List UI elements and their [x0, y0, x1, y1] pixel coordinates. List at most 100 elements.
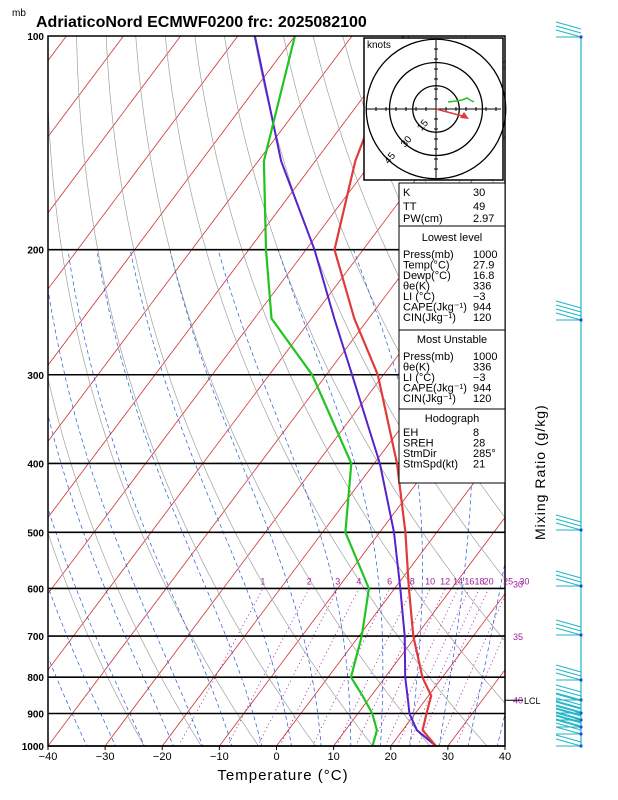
hodograph-stats-heading: Hodograph: [425, 413, 479, 425]
moist-adiabat-line: [467, 560, 505, 746]
mixing-ratio-label: 14: [453, 576, 463, 586]
moist-adiabat-line: [96, 249, 263, 746]
lowest-level-label: Temp(°C): [403, 260, 450, 272]
most-unstable-heading: Most Unstable: [417, 334, 487, 346]
moist-adiabat-line: [48, 287, 204, 746]
isotherms: [48, 36, 505, 746]
lowest-level-value: 944: [473, 302, 491, 314]
most-unstable-value: −3: [473, 372, 486, 384]
pw-label: PW(cm): [403, 213, 443, 225]
wind-barb: [555, 718, 582, 727]
moist-adiabat-line: [217, 249, 352, 746]
lcl-label: LCL: [524, 696, 541, 706]
pressure-tick-label: 400: [27, 459, 44, 470]
wind-barb: [555, 738, 582, 747]
wind-barb: [555, 308, 582, 317]
wind-barb: [555, 25, 582, 34]
wind-barb: [555, 304, 582, 313]
mixing-ratio-label: 18: [474, 576, 484, 586]
lowest-level-value: −3: [473, 291, 486, 303]
wind-level-dot: [579, 678, 583, 682]
dry-adiabat-line: [135, 36, 431, 746]
dry-adiabat-line: [253, 36, 505, 580]
x-tick-label: 10: [328, 751, 340, 763]
moist-adiabat-line: [277, 249, 384, 746]
most-unstable-label: CAPE(Jkg⁻¹): [403, 383, 467, 395]
dry-adiabat-line: [105, 36, 374, 746]
temperature-profile: [333, 36, 437, 746]
wind-barb: [555, 701, 582, 710]
moist-adiabat-line: [48, 413, 174, 746]
mixing-ratio-line: [438, 594, 505, 746]
x-tick-label: 30: [442, 751, 454, 763]
tt-index-value: 49: [473, 201, 485, 213]
dry-adiabat-line: [48, 532, 145, 746]
dry-adiabat-line: [507, 4, 618, 762]
isotherm-line: [48, 36, 296, 366]
isotherm-line: [48, 36, 181, 214]
pressure-tick-label: 900: [27, 710, 44, 721]
pressure-tick-label: 1000: [22, 742, 45, 753]
hodograph-ring: [388, 61, 484, 157]
pressure-tick-label: 500: [27, 528, 44, 539]
moist-adiabats: [48, 249, 505, 746]
wind-barb: [555, 514, 582, 523]
wind-barb: [555, 693, 582, 702]
mixing-ratio-line: [227, 588, 310, 746]
isotherm-line: [104, 212, 505, 746]
pressure-unit-label: mb: [12, 8, 26, 19]
mixing-ratio-label: 16: [464, 576, 474, 586]
lowest-level-label: Dewp(°C): [403, 270, 451, 282]
dry-adiabat-line: [593, 4, 618, 762]
moist-adiabat-line: [129, 249, 292, 746]
dry-adiabat-line: [48, 377, 202, 746]
lowest-level-value: 16.8: [473, 270, 494, 282]
isotherm-line: [48, 36, 124, 138]
wind-barb: [555, 300, 582, 309]
wind-barb: [555, 704, 582, 713]
wind-barb: [555, 578, 582, 587]
mixing-ratio-label: 4: [356, 576, 361, 586]
hodograph-stat-label: StmDir: [403, 448, 437, 460]
mixing-ratio-line: [417, 588, 490, 746]
lowest-level-value: 336: [473, 281, 491, 293]
isotherm-line: [333, 516, 505, 746]
most-unstable-label: Press(mb): [403, 351, 454, 363]
x-tick-label: −30: [96, 751, 115, 763]
most-unstable-value: 120: [473, 393, 491, 405]
mixing-ratio-line: [178, 588, 264, 746]
mixing-ratio-label: 8: [410, 576, 415, 586]
x-tick-label: 20: [385, 751, 397, 763]
tt-index-label: TT: [403, 201, 417, 213]
lowest-level-value: 27.9: [473, 260, 494, 272]
dewpoint-profile: [262, 36, 378, 746]
dry-adiabat-line: [48, 95, 259, 746]
wind-barb: [555, 672, 582, 681]
x-tick-label: −40: [39, 751, 58, 763]
wind-barb: [555, 684, 582, 693]
wind-level-dot: [579, 744, 583, 748]
storm-motion-arrowhead: [460, 112, 469, 119]
wind-barb: [555, 664, 582, 673]
hodograph-stat-value: 8: [473, 427, 479, 439]
wind-barb: [555, 668, 582, 677]
wind-barb: [555, 627, 582, 636]
mixing-ratio-label: 1: [260, 576, 265, 586]
wind-barb: [555, 708, 582, 717]
lowest-level-label: Press(mb): [403, 249, 454, 261]
indices-panel: K 30 TT 49 PW(cm) 2.97 Lowest level Pres…: [398, 182, 506, 484]
wind-barb: [555, 711, 582, 720]
mixing-ratio-label: 2: [307, 576, 312, 586]
wind-barb: [555, 518, 582, 527]
lowest-level-label: CIN(Jkg⁻¹): [403, 312, 456, 324]
wind-level-dot: [579, 318, 583, 322]
hodograph-stat-label: SREH: [403, 438, 434, 450]
wind-barb: [555, 722, 582, 731]
storm-motion-vector: [435, 108, 467, 118]
wind-barb: [555, 734, 582, 743]
pressure-tick-label: 100: [27, 32, 44, 43]
hodograph-units-label: knots: [367, 40, 391, 51]
dry-adiabat-line: [76, 36, 317, 746]
dry-adiabat-line: [224, 36, 505, 642]
mixing-ratio-label: 25: [503, 576, 513, 586]
